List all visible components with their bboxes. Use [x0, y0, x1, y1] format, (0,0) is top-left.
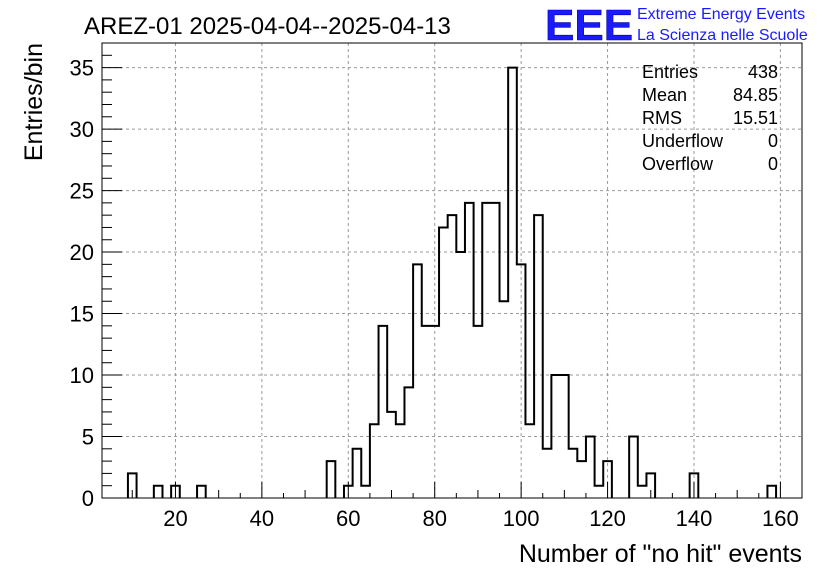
grid-lines [102, 43, 802, 498]
axis-ticks: 20 40 60 80 100 120 140 160 0 5 10 15 20 25 30 35 [70, 42, 803, 531]
stats-label: Overflow [642, 154, 714, 174]
y-tick-label: 5 [82, 425, 94, 450]
eee-logo: EEE Extreme Energy Events La Scienza nel… [545, 1, 808, 51]
logo-line2: La Scienza nelle Scuole [637, 27, 808, 44]
y-axis-label: Entries/bin [20, 43, 48, 161]
stats-box: Entries 438 Mean 84.85 RMS 15.51 Underflow 0 Ove… [642, 62, 778, 174]
y-tick-label: 35 [70, 56, 94, 81]
y-tick-label: 15 [70, 302, 94, 327]
stats-value: 84.85 [733, 85, 778, 105]
stats-label: Mean [642, 85, 687, 105]
plot-frame [101, 42, 803, 499]
logo-mark: EEE [545, 1, 633, 50]
x-tick-label: 20 [163, 506, 187, 531]
y-tick-label: 10 [70, 363, 94, 388]
y-tick-label: 30 [70, 117, 94, 142]
x-tick-label: 60 [336, 506, 360, 531]
stats-label: Underflow [642, 131, 724, 151]
stats-value: 15.51 [733, 108, 778, 128]
y-tick-label: 20 [70, 240, 94, 265]
y-tick-label: 25 [70, 179, 94, 204]
chart-title: AREZ-01 2025-04-04--2025-04-13 [84, 13, 451, 40]
x-tick-label: 160 [762, 506, 799, 531]
x-tick-label: 80 [422, 506, 446, 531]
stats-value: 0 [768, 154, 778, 174]
x-tick-label: 40 [250, 506, 274, 531]
x-tick-label: 100 [503, 506, 540, 531]
stats-label: Entries [642, 62, 698, 82]
logo-line1: Extreme Energy Events [637, 6, 805, 23]
stats-value: 438 [748, 62, 778, 82]
stats-label: RMS [642, 108, 682, 128]
stats-value: 0 [768, 131, 778, 151]
x-axis-label: Number of "no hit" events [519, 540, 802, 568]
x-tick-label: 120 [589, 506, 626, 531]
x-tick-label: 140 [676, 506, 713, 531]
y-tick-label: 0 [82, 486, 94, 511]
